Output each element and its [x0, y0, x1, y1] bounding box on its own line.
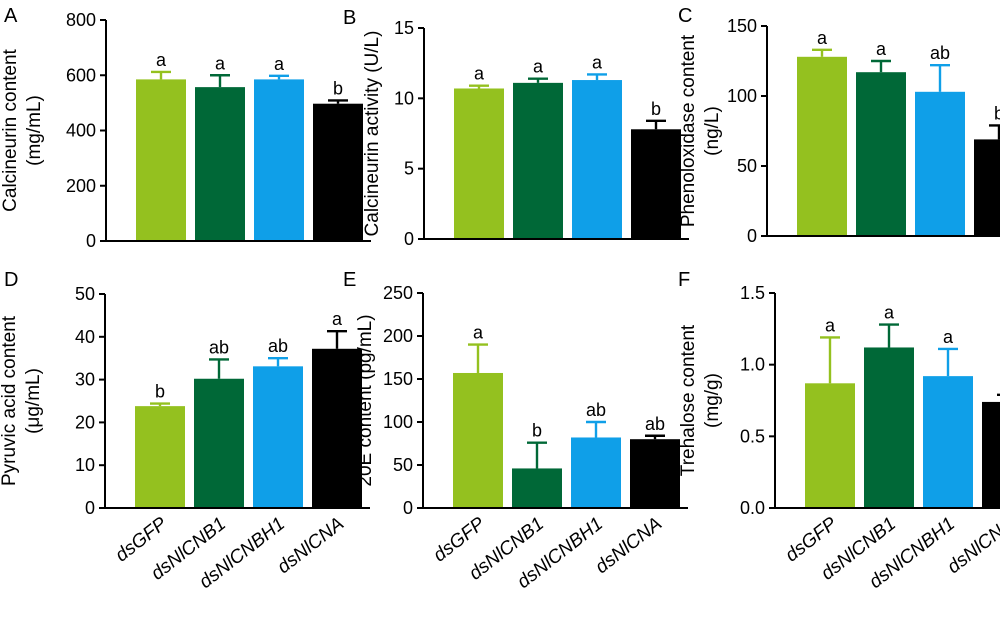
panel-letter: D	[4, 269, 18, 291]
y-tick-label: 150	[383, 369, 413, 389]
y-tick-label: 800	[66, 10, 96, 30]
y-tick-label: 250	[383, 283, 413, 303]
bar-dsnlcnbh1	[915, 91, 965, 236]
significance-label: ab	[930, 43, 950, 63]
panel-a: Aa a a b 0 200 400 600 800 Calcineurin content (mg…	[0, 5, 371, 251]
significance-label: a	[592, 52, 603, 72]
panel-d: DbdsGFPabdsNlCNB1abdsNlCNBH1adsNlCNA0102…	[0, 269, 370, 593]
significance-label: b	[333, 78, 343, 98]
y-axis-label: Calcineurin content (mg/mL)	[0, 48, 45, 211]
y-axis-label: Trehalose content (mg/g)	[678, 324, 723, 476]
y-axis-label: 20E content (pg/mL)	[355, 314, 376, 486]
significance-label: b	[994, 103, 1000, 123]
significance-label: b	[651, 99, 661, 119]
y-tick-label: 150	[727, 16, 757, 36]
significance-label: a	[533, 57, 544, 77]
y-tick-label: 5	[404, 159, 414, 179]
bar-dsgfp	[805, 383, 855, 508]
y-tick-label: 200	[66, 176, 96, 196]
significance-label: b	[155, 382, 165, 402]
y-tick-label: 100	[383, 412, 413, 432]
bar-dsnlcna	[974, 139, 1000, 236]
significance-label: a	[943, 327, 954, 347]
bar-dsnlcnb1	[864, 347, 914, 508]
bar-dsnlcnbh1	[572, 80, 622, 240]
y-tick-label: 200	[383, 326, 413, 346]
panel-letter: A	[4, 5, 18, 27]
bar-dsgfp	[136, 79, 186, 241]
y-tick-label: 1.5	[740, 283, 765, 303]
significance-label: a	[474, 64, 485, 84]
bar-dsnlcna	[312, 348, 362, 508]
y-tick-label: 40	[75, 327, 95, 347]
significance-label: a	[156, 50, 167, 70]
y-tick-label: 0	[85, 498, 95, 518]
significance-label: ab	[268, 336, 288, 356]
panel-letter: E	[343, 269, 356, 291]
bar-dsnlcna	[982, 401, 1000, 508]
y-tick-label: 10	[394, 88, 414, 108]
y-tick-label: 50	[393, 455, 413, 475]
bar-dsnlcnbh1	[923, 376, 973, 508]
y-tick-label: 100	[727, 86, 757, 106]
significance-label: a	[215, 53, 226, 73]
y-tick-label: 1.0	[740, 355, 765, 375]
panel-letter: F	[678, 269, 690, 291]
significance-label: a	[473, 323, 484, 343]
bar-dsgfp	[135, 406, 185, 508]
y-tick-label: 0.0	[740, 498, 765, 518]
bar-dsgfp	[797, 56, 847, 236]
bar-dsnlcna	[631, 129, 681, 239]
significance-label: ab	[645, 414, 665, 434]
bar-dsnlcnb1	[195, 87, 245, 241]
bar-dsnlcnbh1	[254, 79, 304, 241]
significance-label: a	[825, 315, 836, 335]
y-tick-label: 400	[66, 121, 96, 141]
bar-dsnlcnbh1	[253, 366, 303, 508]
significance-label: a	[332, 309, 343, 329]
significance-label: ab	[586, 400, 606, 420]
panel-b: Ba a a b 0 5 10 15 Calcineurin activity (U/L)	[343, 7, 689, 249]
significance-label: a	[817, 28, 828, 48]
bar-dsnlcnb1	[856, 72, 906, 236]
significance-label: a	[884, 303, 895, 323]
y-tick-label: 0	[403, 498, 413, 518]
y-tick-label: 0.5	[740, 426, 765, 446]
y-axis-label: Pyruvic acid content (μg/mL)	[0, 315, 44, 486]
panel-f: FadsGFPadsNlCNB1adsNlCNBH1adsNlCNA0.00.5…	[678, 269, 1000, 593]
significance-label: a	[274, 54, 285, 74]
y-tick-label: 50	[737, 156, 757, 176]
bar-dsgfp	[453, 372, 503, 508]
significance-label: a	[876, 39, 887, 59]
y-tick-label: 15	[394, 18, 414, 38]
bar-dsnlcna	[313, 103, 363, 241]
y-tick-label: 10	[75, 455, 95, 475]
y-tick-label: 0	[86, 231, 96, 251]
y-tick-label: 20	[75, 412, 95, 432]
category-label: dsNlCNA	[592, 513, 666, 578]
significance-label: b	[532, 421, 542, 441]
y-tick-label: 0	[404, 229, 414, 249]
category-label: dsNlCNA	[274, 513, 348, 578]
y-tick-label: 0	[747, 226, 757, 246]
panel-e: EadsGFPbdsNlCNB1abdsNlCNBH1abdsNlCNA0501…	[343, 269, 688, 593]
bar-dsnlcnb1	[513, 82, 563, 239]
y-tick-label: 50	[75, 284, 95, 304]
y-axis-label: Phenoloxidase content (ng/L)	[678, 34, 723, 227]
bar-dsnlcnb1	[194, 378, 244, 508]
bar-dsgfp	[454, 88, 504, 239]
panel-letter: C	[678, 5, 692, 27]
bar-dsnlcna	[630, 439, 680, 508]
y-axis-label: Calcineurin activity (U/L)	[362, 31, 383, 237]
bar-dsnlcnb1	[512, 468, 562, 508]
y-tick-label: 600	[66, 65, 96, 85]
panel-letter: B	[343, 7, 356, 29]
y-tick-label: 30	[75, 370, 95, 390]
significance-label: ab	[209, 337, 229, 357]
bar-dsnlcnbh1	[571, 437, 621, 508]
